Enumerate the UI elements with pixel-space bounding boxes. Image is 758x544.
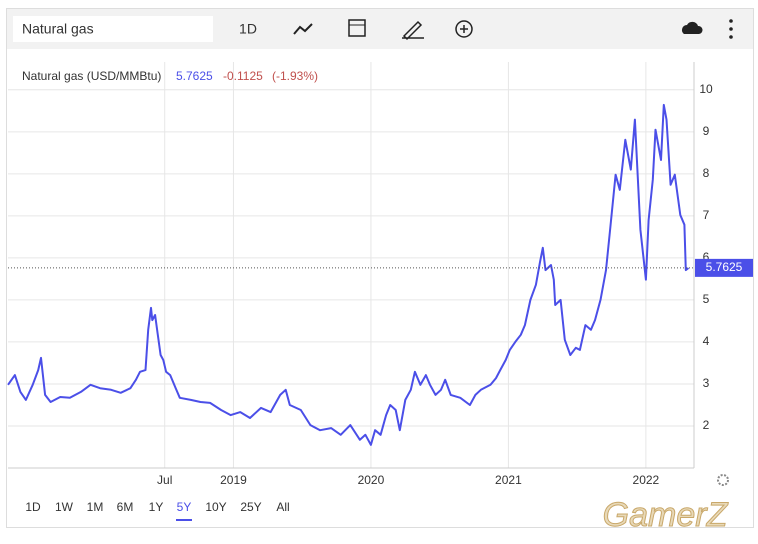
y-tick-label: 3 bbox=[703, 376, 710, 390]
x-tick-label: Jul bbox=[157, 473, 172, 487]
x-tick-label: 2022 bbox=[633, 473, 660, 487]
price-change-pct: (-1.93%) bbox=[272, 69, 318, 83]
y-tick-label: 6 bbox=[703, 250, 710, 264]
watermark: GamerZ bbox=[603, 496, 729, 534]
draw-icon[interactable] bbox=[402, 20, 424, 41]
settings-icon[interactable] bbox=[717, 474, 729, 486]
y-tick-label: 10 bbox=[699, 82, 713, 96]
calendar-icon[interactable] bbox=[348, 19, 366, 37]
add-icon-plus bbox=[460, 25, 468, 33]
range-button[interactable]: 25Y bbox=[240, 500, 261, 514]
range-button[interactable]: 1W bbox=[55, 500, 74, 514]
range-button[interactable]: 1Y bbox=[149, 500, 164, 514]
add-icon[interactable] bbox=[455, 20, 473, 38]
range-button[interactable]: All bbox=[276, 500, 289, 514]
y-tick-label: 4 bbox=[703, 334, 710, 348]
last-price-tag bbox=[695, 258, 753, 277]
last-price-tag-text: 5.7625 bbox=[706, 260, 743, 274]
search-box[interactable] bbox=[13, 16, 213, 42]
range-button[interactable]: 5Y bbox=[177, 500, 192, 514]
range-button[interactable]: 1M bbox=[87, 500, 104, 514]
y-tick-label: 7 bbox=[703, 208, 710, 222]
range-button[interactable]: 6M bbox=[117, 500, 134, 514]
range-button[interactable]: 10Y bbox=[205, 500, 226, 514]
y-tick-label: 9 bbox=[703, 124, 710, 138]
x-tick-label: 2020 bbox=[358, 473, 385, 487]
y-tick-label: 5 bbox=[703, 292, 710, 306]
interval-button[interactable]: 1D bbox=[239, 21, 257, 37]
grid bbox=[8, 62, 695, 469]
price-line bbox=[7, 103, 690, 446]
price-change: -0.1125 bbox=[223, 69, 263, 83]
range-bar: 1D 1W 1M 6M 1Y 5Y 10Y 25Y All bbox=[25, 500, 290, 521]
search-text: Natural gas bbox=[22, 21, 94, 37]
download-icon[interactable] bbox=[682, 21, 703, 34]
y-tick-label: 2 bbox=[703, 418, 710, 432]
y-tick-label: 8 bbox=[703, 166, 710, 180]
last-price: 5.7625 bbox=[176, 69, 213, 83]
x-tick-label: 2019 bbox=[220, 473, 247, 487]
chart-title: Natural gas (USD/MMBtu) bbox=[22, 69, 161, 83]
menu-dot[interactable] bbox=[729, 35, 733, 39]
range-button[interactable]: 1D bbox=[25, 500, 41, 514]
x-tick-label: 2021 bbox=[495, 473, 522, 487]
menu-dot[interactable] bbox=[729, 27, 733, 31]
chart-type-icon[interactable] bbox=[293, 23, 313, 35]
menu-dot[interactable] bbox=[729, 19, 733, 23]
